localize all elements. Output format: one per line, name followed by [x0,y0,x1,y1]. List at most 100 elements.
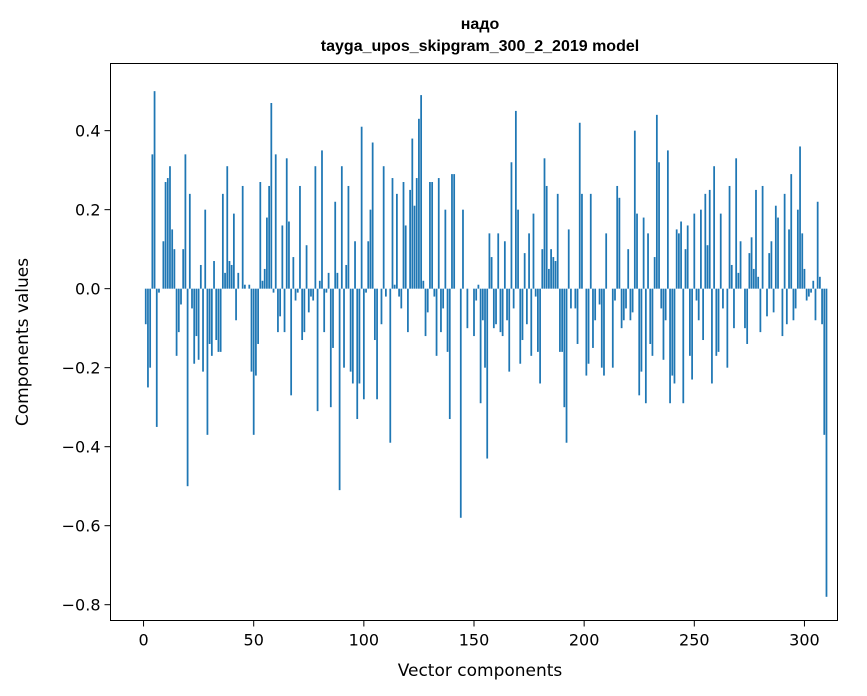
bar [594,288,597,321]
bar [722,288,724,309]
bar [210,288,213,356]
bar [600,288,603,368]
bar [358,288,361,384]
bar [228,261,231,289]
bar [647,233,649,289]
bar [530,288,533,356]
bar [570,288,572,309]
bar [182,249,185,289]
bar [272,288,275,293]
bar [202,288,204,372]
bar [620,288,623,329]
bars-group [142,91,828,597]
bar [614,288,616,301]
bar [336,272,339,289]
bar [717,288,720,352]
bar [554,261,557,289]
bar [244,284,246,289]
bar [382,166,385,289]
bar [733,288,735,329]
plot-frame [110,63,838,621]
bar [746,288,749,344]
bar [199,264,202,289]
bar [411,138,414,289]
bar [433,288,436,297]
bar [373,288,376,341]
bar [805,288,808,301]
bar [312,288,315,301]
bar [633,130,636,289]
bar [706,245,709,289]
bar [501,288,504,337]
bar [486,288,489,459]
bar [506,288,508,321]
bar [327,272,330,289]
bar [662,288,665,360]
bar [750,237,753,289]
bar [248,284,251,289]
bar [259,182,262,289]
bar [362,288,365,400]
bar [788,229,790,289]
bar [413,205,416,289]
bar [400,288,403,309]
bar [422,280,425,289]
bar [726,288,729,368]
bar [587,288,590,364]
bar [215,288,218,341]
bar [354,241,356,289]
bar [660,288,663,309]
bar [177,288,180,333]
x-tick-label: 50 [244,631,264,650]
chart-title-line1: надо [461,16,500,33]
bar [675,229,678,289]
bar [510,162,513,289]
bar [783,193,786,289]
bar [658,162,660,289]
bar [402,182,405,289]
bar [213,261,215,289]
bar [759,288,762,333]
bar [719,213,722,289]
bar [349,288,352,372]
bar [444,209,447,289]
bar [598,288,601,305]
bar [585,288,588,376]
y-tick-label: −0.2 [62,359,101,378]
x-tick-label: 150 [459,631,490,650]
bar [197,288,200,360]
bar [398,288,400,297]
bar [281,225,284,289]
bar [644,288,647,404]
bar [195,288,198,337]
bar [532,213,535,289]
y-tick-label: −0.6 [62,517,101,536]
bar [219,288,222,352]
bar [380,288,383,325]
bar [653,257,656,289]
y-tick-label: 0.4 [75,122,100,141]
bar [492,288,495,329]
bar [481,288,484,321]
bar [409,189,411,289]
bar [429,182,431,289]
bar [589,193,592,289]
bar [367,241,370,289]
bar [508,288,511,372]
bar [704,193,707,289]
bar [208,288,211,344]
bar [821,288,823,325]
bar [525,288,528,325]
bar [655,114,658,289]
bar [314,166,317,289]
bar [611,288,614,368]
bar [631,288,634,313]
bar [479,288,482,404]
bar [292,257,295,289]
bar [232,213,235,289]
chart-title-line2: tayga_upos_skipgram_300_2_2019 model [321,38,639,55]
bar [651,288,654,356]
bar [581,193,583,289]
bar [541,249,544,289]
bar [186,288,189,487]
